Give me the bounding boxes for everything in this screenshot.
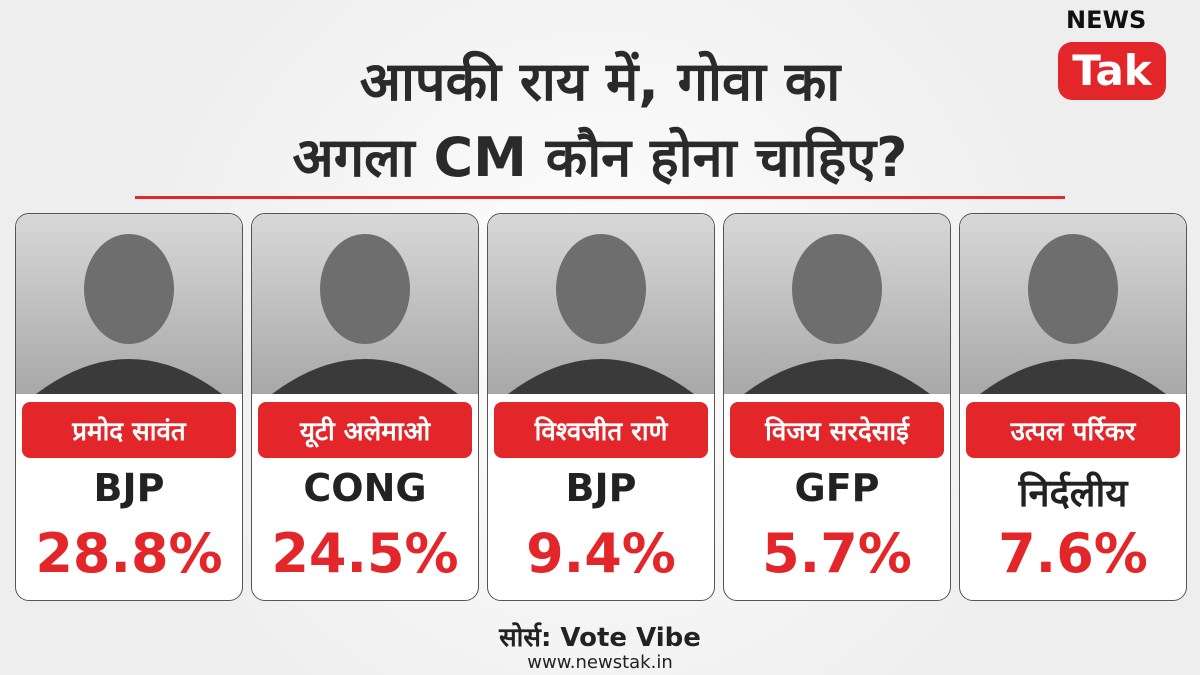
candidate-card: यूटी अलेमाओ CONG 24.5% — [251, 213, 479, 601]
divider — [135, 196, 1065, 199]
party: CONG — [303, 466, 427, 510]
candidate-card: प्रमोद सावंत BJP 28.8% — [15, 213, 243, 601]
vote-share: 24.5% — [271, 522, 459, 585]
candidate-name: विश्वजीत राणे — [494, 402, 708, 458]
party: BJP — [93, 466, 165, 510]
silhouette — [744, 234, 930, 394]
photo — [724, 214, 950, 394]
photo — [16, 214, 242, 394]
candidate-card: विश्वजीत राणे BJP 9.4% — [487, 213, 715, 601]
silhouette — [980, 234, 1166, 394]
candidate-name: यूटी अलेमाओ — [258, 402, 472, 458]
vote-share: 7.6% — [998, 522, 1148, 585]
photo — [488, 214, 714, 394]
candidate-name: उत्पल पर्रिकर — [966, 402, 1180, 458]
silhouette — [36, 234, 222, 394]
photo — [252, 214, 478, 394]
candidate-card: विजय सरदेसाई GFP 5.7% — [723, 213, 951, 601]
title-line: आपकी राय में, गोवा का — [359, 50, 841, 113]
logo-bottom: Tak — [1058, 42, 1166, 100]
vote-share: 5.7% — [762, 522, 912, 585]
website: www.newstak.in — [527, 652, 673, 673]
candidate-name: प्रमोद सावंत — [22, 402, 236, 458]
silhouette — [272, 234, 458, 394]
party: निर्दलीय — [1018, 471, 1128, 515]
source: सोर्स: Vote Vibe — [499, 623, 701, 653]
vote-share: 9.4% — [526, 522, 676, 585]
logo-top: NEWS — [1066, 6, 1147, 34]
title-line: अगला CM कौन होना चाहिए? — [292, 126, 908, 189]
candidate-card: उत्पल पर्रिकर निर्दलीय 7.6% — [959, 213, 1187, 601]
photo — [960, 214, 1186, 394]
party: BJP — [565, 466, 637, 510]
vote-share: 28.8% — [35, 522, 223, 585]
party: GFP — [794, 466, 880, 510]
silhouette — [508, 234, 694, 394]
candidate-name: विजय सरदेसाई — [730, 402, 944, 458]
